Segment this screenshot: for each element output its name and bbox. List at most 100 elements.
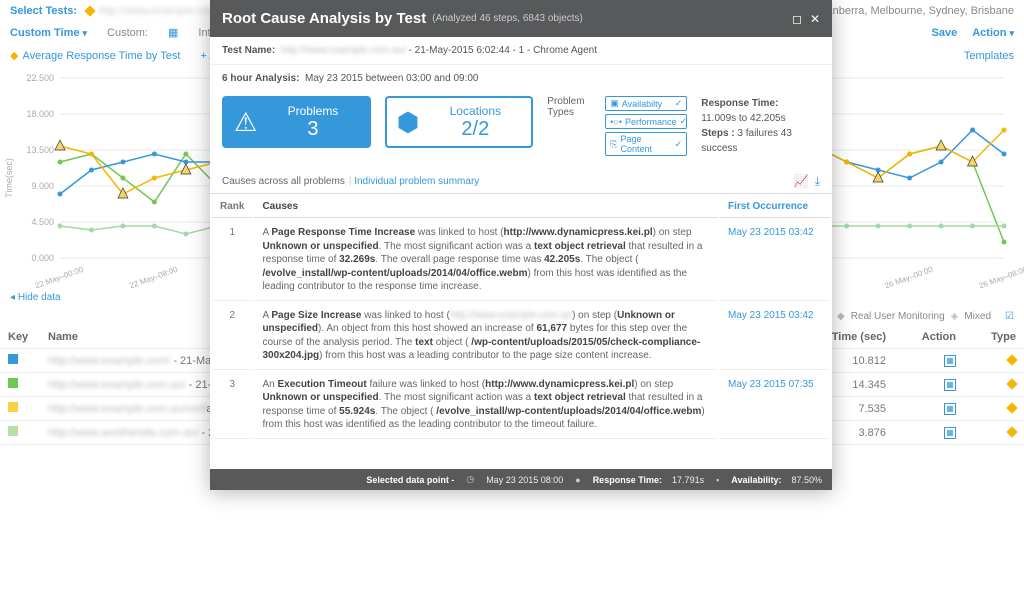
tab-all-causes[interactable]: Causes across all problems <box>222 176 345 187</box>
action-icon[interactable]: ▦ <box>944 427 956 439</box>
tab-individual[interactable]: Individual problem summary <box>349 176 479 187</box>
key-swatch <box>8 354 18 364</box>
type-icon <box>1006 426 1017 437</box>
svg-text:18.000: 18.000 <box>26 109 54 119</box>
badge-pagecontent[interactable]: ⎘Page Content <box>605 132 687 156</box>
key-swatch <box>8 402 18 412</box>
cause-row: 1 A Page Response Time Increase was link… <box>212 220 830 301</box>
type-icon <box>1006 402 1017 413</box>
mixed-icon: ◈ <box>951 311 959 322</box>
test-name-blur: http://www.example.com/ <box>98 5 220 17</box>
templates-dropdown[interactable]: Templates <box>964 50 1014 62</box>
perf-text: Performance <box>625 117 677 127</box>
causes-table: Rank Causes First Occurrence 1 A Page Re… <box>210 193 832 441</box>
mixed-label: Mixed <box>964 311 991 322</box>
foot-av-label: Availability: <box>731 475 781 485</box>
cause-rank: 2 <box>212 303 252 370</box>
summary-cards: ⚠ Problems 3 ⬢ Locations 2/2 Problem Typ… <box>210 92 832 168</box>
col-type: Type <box>964 326 1024 349</box>
col-key: Key <box>0 326 40 349</box>
row-name-blur: http://www.example.com/ <box>48 355 170 367</box>
dot-icon: ● <box>575 475 580 485</box>
calendar-icon[interactable]: ▦ <box>168 26 178 39</box>
cause-occurrence[interactable]: May 23 2015 03:42 <box>720 220 830 301</box>
avail-icon: ▣ <box>610 98 619 109</box>
cause-rank: 3 <box>212 372 252 439</box>
sel-label: Selected data point - <box>366 475 454 485</box>
test-name-lbl: Test Name: <box>222 45 275 56</box>
action-dropdown[interactable]: Action <box>972 27 1014 39</box>
badge-availability[interactable]: ▣Availabilty <box>605 96 687 111</box>
stats-block: Response Time: 11.009s to 42.205s Steps :… <box>701 96 820 156</box>
root-cause-modal: Root Cause Analysis by Test (Analyzed 46… <box>210 0 832 490</box>
chart-icon[interactable]: 📈 <box>794 174 809 189</box>
type-icon <box>1006 378 1017 389</box>
custom-label: Custom: <box>107 27 148 39</box>
type-icon <box>1006 354 1017 365</box>
problems-label: Problems <box>267 104 358 118</box>
avail-text: Availabilty <box>622 99 662 109</box>
dot-icon-2: ▪ <box>716 475 719 485</box>
modal-footer: Selected data point - ◷ May 23 2015 08:0… <box>210 469 832 490</box>
svg-text:26 May–00:00: 26 May–00:00 <box>883 265 934 288</box>
ptypes-label: Problem Types <box>547 96 597 156</box>
problems-card[interactable]: ⚠ Problems 3 <box>222 96 371 148</box>
cause-row: 2 A Page Size Increase was linked to hos… <box>212 303 830 370</box>
test-name-blur: http://www.example.com.au/ <box>281 45 406 56</box>
clock-icon: ◷ <box>466 474 474 485</box>
maximize-icon[interactable]: ◻ <box>792 12 802 26</box>
th-rank: Rank <box>212 196 252 218</box>
svg-text:0.000: 0.000 <box>31 253 54 263</box>
problems-count: 3 <box>267 118 358 141</box>
svg-text:22 May–08:00: 22 May–08:00 <box>128 265 179 288</box>
svg-text:Time(sec): Time(sec) <box>4 158 14 198</box>
select-tests-label: Select Tests: <box>10 5 77 17</box>
svg-text:22.500: 22.500 <box>26 73 54 83</box>
analysis-lbl: 6 hour Analysis: <box>222 73 299 84</box>
svg-text:9.000: 9.000 <box>31 181 54 191</box>
svg-text:13.500: 13.500 <box>26 145 54 155</box>
test-name-row: Test Name: http://www.example.com.au/ - … <box>210 37 832 65</box>
rum-label: Real User Monitoring <box>851 311 945 322</box>
svg-text:4.500: 4.500 <box>31 217 54 227</box>
settings-icon[interactable]: ☑ <box>1005 311 1014 322</box>
modal-title: Root Cause Analysis by Test <box>222 10 426 27</box>
save-link[interactable]: Save <box>932 27 958 39</box>
badge-performance[interactable]: •○•Performance <box>605 114 687 129</box>
steps-label: Steps : <box>701 128 734 139</box>
page-icon: ⎘ <box>610 139 617 150</box>
svg-text:22 May–00:00: 22 May–00:00 <box>34 265 85 288</box>
location-icon: ⬢ <box>397 107 420 138</box>
row-name-blur: http://www.example.com.au/conf <box>48 403 206 415</box>
warning-icon: ⚠ <box>234 107 257 138</box>
action-icon[interactable]: ▦ <box>944 403 956 415</box>
chart-title: Average Response Time by Test <box>10 49 180 62</box>
analysis-val: May 23 2015 between 03:00 and 09:00 <box>305 73 478 84</box>
test-name-suffix: - 21-May-2015 6:02:44 - 1 - Chrome Agent <box>409 45 597 56</box>
cause-rank: 1 <box>212 220 252 301</box>
locations-label: Locations <box>429 104 521 118</box>
rt-value: 11.009s to 42.205s <box>701 113 785 124</box>
modal-header: Root Cause Analysis by Test (Analyzed 46… <box>210 0 832 37</box>
cause-text: A Page Response Time Increase was linked… <box>254 220 718 301</box>
locations-card[interactable]: ⬢ Locations 2/2 <box>385 96 534 148</box>
action-icon[interactable]: ▦ <box>944 355 956 367</box>
diamond-icon <box>84 5 95 16</box>
row-name-blur: http://www.example.com.au/ <box>48 379 186 391</box>
foot-time: May 23 2015 08:00 <box>486 475 563 485</box>
close-icon[interactable]: ✕ <box>810 12 820 26</box>
foot-rt-val: 17.791s <box>672 475 704 485</box>
rt-label: Response Time: <box>701 98 778 109</box>
row-name-blur: http://www.anothersite.com.au/ <box>48 427 198 439</box>
custom-time-dropdown[interactable]: Custom Time <box>10 27 87 39</box>
cause-occurrence[interactable]: May 23 2015 03:42 <box>720 303 830 370</box>
locations-count: 2/2 <box>429 118 521 141</box>
rum-icon: ◆ <box>837 311 845 322</box>
th-first: First Occurrence <box>720 196 830 218</box>
key-swatch <box>8 378 18 388</box>
cause-occurrence[interactable]: May 23 2015 07:35 <box>720 372 830 439</box>
causes-tabs: Causes across all problems Individual pr… <box>210 168 832 193</box>
key-swatch <box>8 426 18 436</box>
action-icon[interactable]: ▦ <box>944 379 956 391</box>
download-icon[interactable]: ⤓ <box>815 174 820 189</box>
